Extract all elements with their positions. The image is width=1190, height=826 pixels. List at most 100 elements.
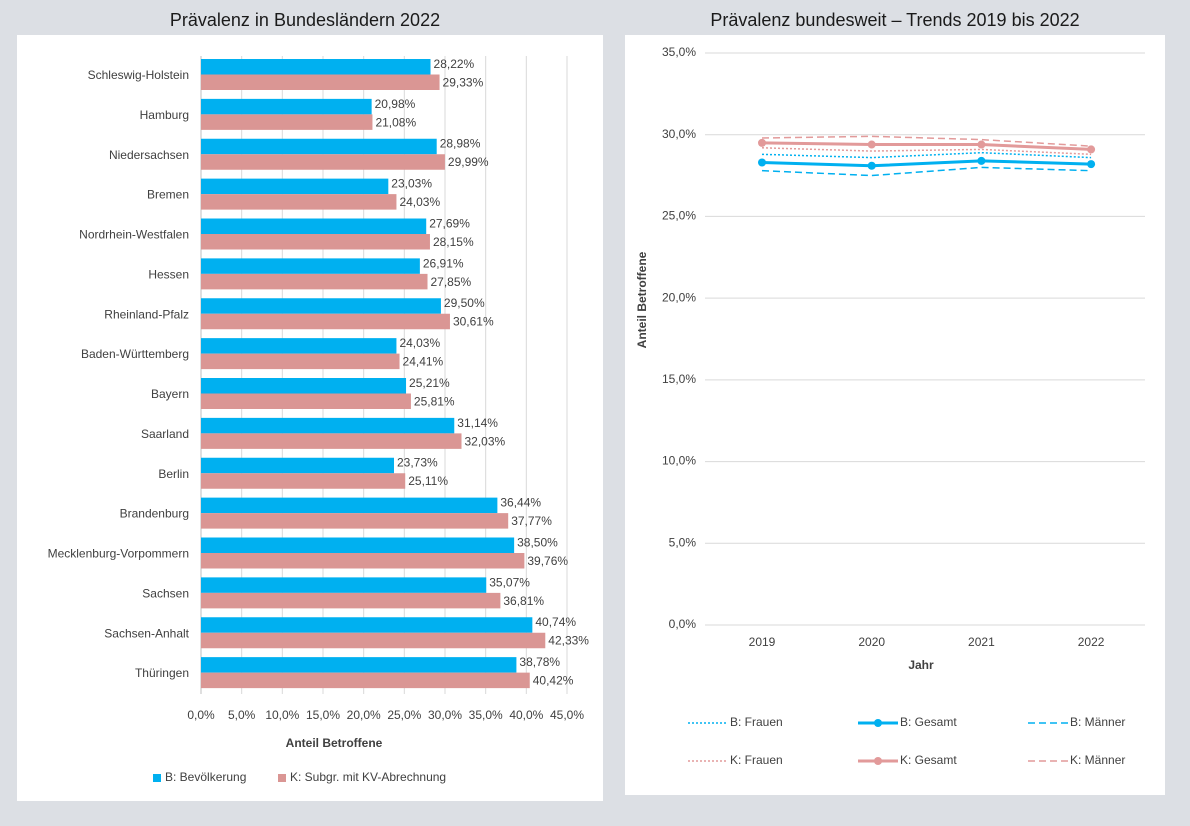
data-label: 31,14% (457, 416, 498, 430)
bar (201, 537, 515, 553)
y-tick-label: Hessen (148, 267, 189, 281)
bar (201, 114, 373, 130)
marker (758, 158, 766, 167)
data-label: 35,07% (489, 575, 530, 589)
legend-marker (874, 719, 882, 727)
data-label: 36,44% (500, 496, 541, 510)
y-tick-label: 0,0% (669, 617, 697, 631)
y-tick-label: Schleswig-Holstein (88, 68, 189, 82)
y-axis-title: Anteil Betroffene (635, 251, 649, 348)
y-tick-label: 30,0% (662, 127, 696, 141)
data-label: 29,99% (448, 155, 489, 169)
bar (201, 577, 487, 593)
data-label: 40,74% (535, 615, 576, 629)
legend-label: B: Bevölkerung (165, 770, 246, 784)
bar (201, 473, 406, 489)
x-axis-title: Anteil Betroffene (286, 736, 383, 750)
y-tick-label: Niedersachsen (109, 148, 189, 162)
x-tick-label: 30,0% (428, 708, 462, 722)
bar (201, 178, 389, 195)
y-tick-label: Berlin (158, 467, 189, 481)
y-tick-label: Sachsen-Anhalt (104, 626, 189, 640)
bar (201, 617, 533, 633)
bar (201, 657, 517, 673)
legend-swatch (153, 774, 161, 782)
data-label: 28,98% (440, 137, 481, 151)
bar (201, 553, 525, 569)
bar (201, 154, 445, 170)
data-label: 27,85% (431, 275, 472, 289)
y-tick-label: 15,0% (662, 372, 696, 386)
bar (201, 234, 430, 250)
x-tick-label: 0,0% (187, 708, 215, 722)
data-label: 32,03% (465, 434, 506, 448)
legend-label: B: Frauen (730, 715, 783, 729)
data-label: 23,03% (391, 177, 432, 191)
line (761, 147, 1092, 156)
y-tick-label: Rheinland-Pfalz (104, 307, 189, 321)
legend-marker (874, 757, 882, 765)
bar (201, 353, 400, 370)
data-label: 23,73% (397, 456, 438, 470)
data-label: 25,11% (408, 474, 448, 488)
data-label: 25,81% (414, 394, 455, 408)
right-panel (625, 35, 1165, 795)
bar (201, 298, 441, 314)
bar (201, 313, 450, 330)
bar (201, 457, 395, 474)
marker (977, 140, 986, 149)
bar (201, 393, 411, 409)
data-label: 40,42% (533, 674, 574, 688)
bar (201, 258, 420, 274)
legend-label: B: Männer (1070, 715, 1125, 729)
data-label: 39,76% (527, 554, 568, 568)
data-label: 21,08% (375, 115, 416, 129)
bar (201, 194, 397, 210)
bar (201, 273, 428, 290)
marker (758, 138, 766, 147)
data-label: 26,91% (423, 256, 464, 270)
x-tick-label: 2021 (968, 635, 995, 649)
bar (201, 672, 530, 689)
data-label: 29,33% (443, 75, 484, 89)
data-label: 24,03% (399, 336, 440, 350)
y-tick-label: Bayern (151, 387, 189, 401)
x-tick-label: 5,0% (228, 708, 256, 722)
bar (201, 417, 455, 434)
data-label: 28,15% (433, 235, 474, 249)
y-tick-label: Brandenburg (120, 507, 189, 521)
data-label: 38,78% (519, 655, 560, 669)
y-tick-label: Thüringen (135, 666, 189, 680)
bar (201, 513, 509, 529)
marker (1087, 160, 1096, 169)
bar (201, 378, 407, 394)
legend-label: B: Gesamt (900, 715, 957, 729)
data-label: 42,33% (548, 634, 589, 648)
y-tick-label: Mecklenburg-Vorpommern (48, 547, 189, 561)
bar (201, 218, 427, 234)
y-tick-label: Bremen (147, 188, 189, 202)
marker (867, 140, 876, 149)
legend-label: K: Subgr. mit KV-Abrechnung (290, 770, 446, 784)
x-axis-title: Jahr (908, 658, 934, 672)
y-tick-label: Baden-Württemberg (81, 347, 189, 361)
data-label: 36,81% (503, 594, 544, 608)
data-label: 27,69% (429, 216, 470, 230)
y-tick-label: 5,0% (669, 535, 697, 549)
bar (201, 592, 501, 609)
y-tick-label: 20,0% (662, 290, 696, 304)
x-tick-label: 25,0% (387, 708, 421, 722)
y-tick-label: 10,0% (662, 454, 696, 468)
x-tick-label: 2019 (749, 635, 776, 649)
bar (201, 497, 498, 514)
y-tick-label: Nordrhein-Westfalen (79, 228, 189, 242)
y-tick-label: Hamburg (140, 108, 189, 122)
legend-label: K: Gesamt (900, 753, 957, 767)
x-tick-label: 20,0% (347, 708, 381, 722)
x-tick-label: 40,0% (509, 708, 543, 722)
bar (201, 59, 431, 75)
x-tick-label: 2020 (858, 635, 885, 649)
line (761, 151, 1092, 159)
data-label: 30,61% (453, 315, 494, 329)
x-tick-label: 15,0% (306, 708, 340, 722)
